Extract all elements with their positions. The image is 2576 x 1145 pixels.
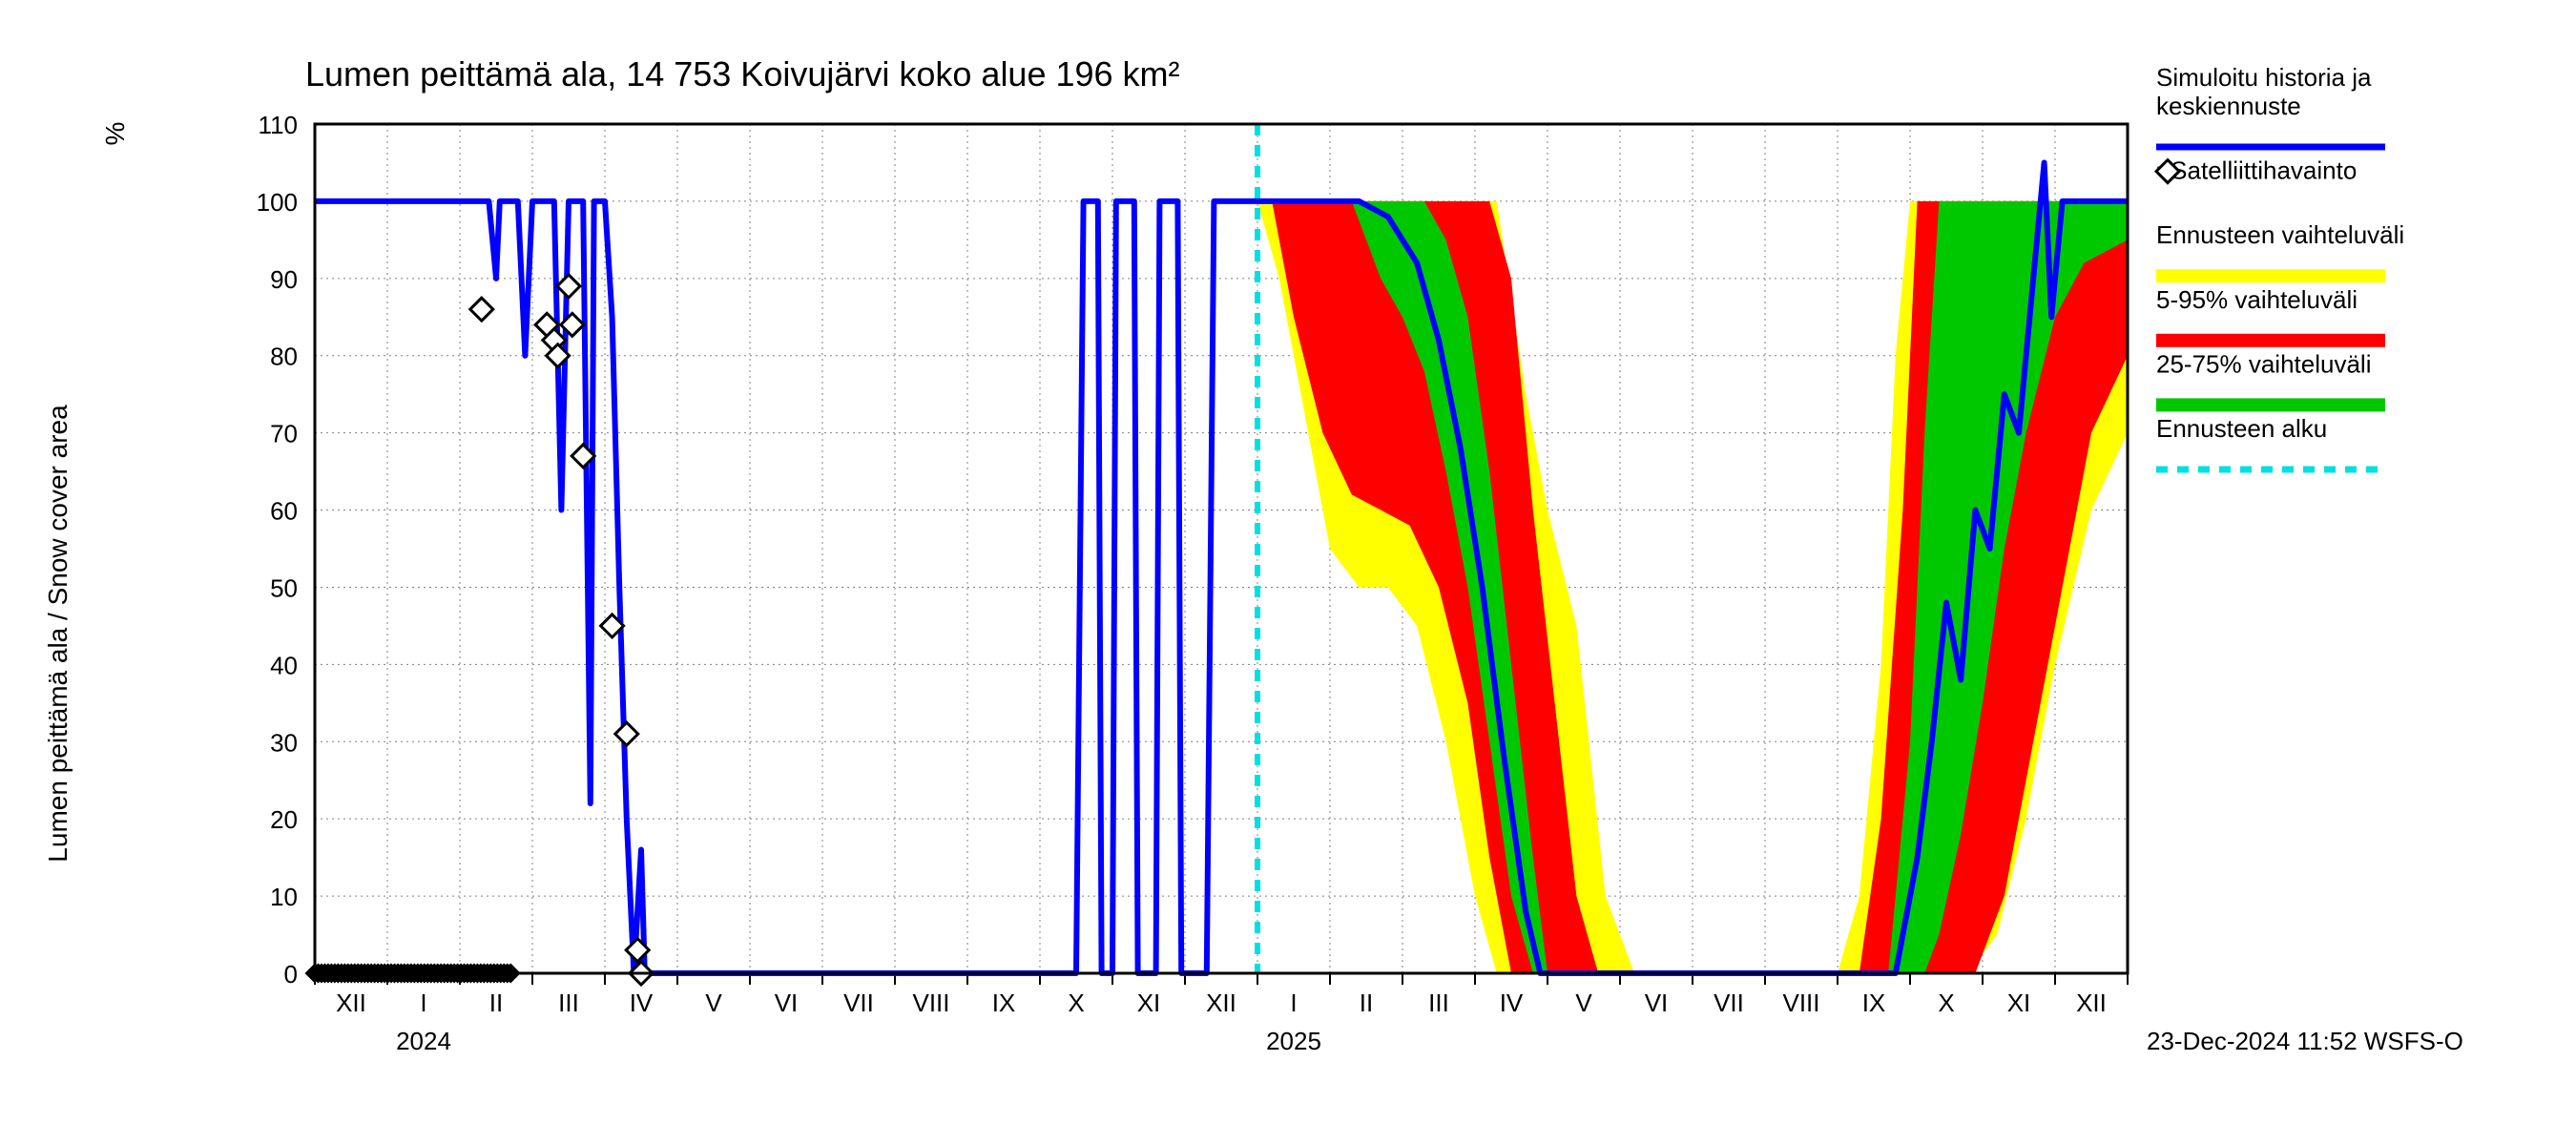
x-tick-label: IX	[1862, 989, 1886, 1017]
snow-cover-chart: 0102030405060708090100110XIIIIIIIIIVVVIV…	[0, 0, 2576, 1145]
y-tick-label: 10	[270, 883, 298, 911]
legend-label: =Satelliittihavainto	[2156, 156, 2357, 185]
x-tick-label: II	[1360, 989, 1373, 1017]
legend-label: Ennusteen vaihteluväli	[2156, 220, 2404, 249]
y-tick-label: 110	[259, 111, 298, 139]
legend-label: keskiennuste	[2156, 92, 2301, 120]
y-tick-label: 0	[284, 960, 298, 989]
legend-label: Ennusteen alku	[2156, 414, 2327, 443]
y-tick-label: 30	[270, 728, 298, 757]
x-tick-label: XI	[1137, 989, 1161, 1017]
chart-title: Lumen peittämä ala, 14 753 Koivujärvi ko…	[305, 54, 1180, 94]
legend-label: Simuloitu historia ja	[2156, 63, 2372, 92]
x-tick-label: XI	[2007, 989, 2031, 1017]
x-tick-label: XII	[2076, 989, 2107, 1017]
x-tick-label: VII	[1714, 989, 1744, 1017]
legend-label: 5-95% vaihteluväli	[2156, 285, 2358, 314]
x-tick-label: XII	[336, 989, 366, 1017]
x-tick-label: V	[705, 989, 722, 1017]
x-year-label: 2024	[396, 1027, 451, 1055]
y-tick-label: 70	[270, 420, 298, 448]
x-tick-label: IV	[630, 989, 654, 1017]
chart-svg: 0102030405060708090100110XIIIIIIIIIVVVIV…	[0, 0, 2576, 1145]
y-tick-label: 40	[270, 651, 298, 679]
x-tick-label: IX	[992, 989, 1016, 1017]
x-tick-label: VII	[843, 989, 874, 1017]
y-tick-label: 80	[270, 343, 298, 371]
x-tick-label: III	[558, 989, 579, 1017]
satellite-marker	[470, 298, 493, 321]
x-tick-label: I	[420, 989, 426, 1017]
sim-history-forecast-line	[315, 162, 2128, 973]
x-tick-label: XII	[1206, 989, 1236, 1017]
x-tick-label: IV	[1500, 989, 1524, 1017]
legend-swatch-band	[2156, 334, 2385, 347]
x-tick-label: VIII	[912, 989, 949, 1017]
y-axis-unit: %	[100, 122, 130, 146]
y-tick-label: 100	[257, 188, 298, 217]
x-tick-label: V	[1575, 989, 1592, 1017]
x-tick-label: II	[489, 989, 503, 1017]
x-tick-label: X	[1938, 989, 1954, 1017]
y-tick-label: 50	[270, 573, 298, 602]
legend-swatch-band	[2156, 398, 2385, 411]
y-axis-label: Lumen peittämä ala / Snow cover area	[43, 405, 73, 863]
legend-label: 25-75% vaihteluväli	[2156, 349, 2371, 378]
x-tick-label: VIII	[1782, 989, 1819, 1017]
satellite-marker	[557, 275, 580, 298]
x-tick-label: VI	[775, 989, 799, 1017]
y-tick-label: 20	[270, 805, 298, 834]
y-tick-label: 60	[270, 497, 298, 526]
x-tick-label: I	[1290, 989, 1297, 1017]
legend-swatch-band	[2156, 269, 2385, 282]
x-tick-label: X	[1068, 989, 1084, 1017]
x-year-label: 2025	[1266, 1027, 1321, 1055]
chart-footer: 23-Dec-2024 11:52 WSFS-O	[2147, 1027, 2463, 1055]
x-tick-label: VI	[1645, 989, 1669, 1017]
y-tick-label: 90	[270, 265, 298, 294]
x-tick-label: III	[1428, 989, 1449, 1017]
